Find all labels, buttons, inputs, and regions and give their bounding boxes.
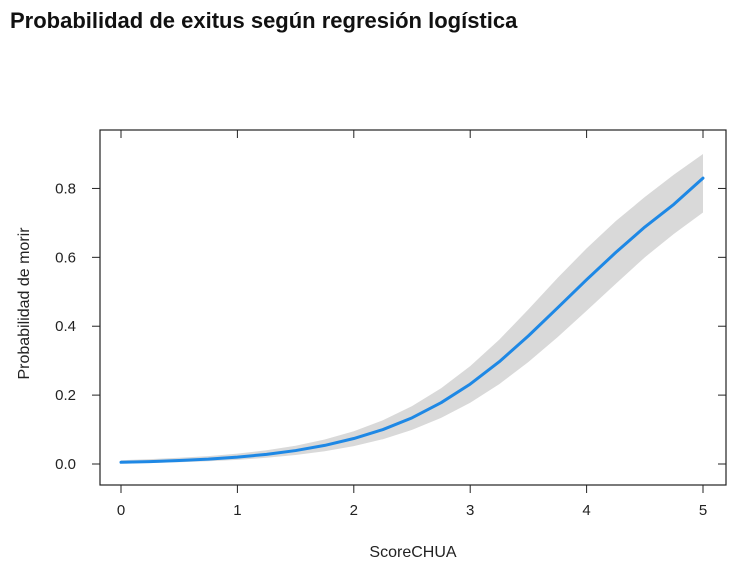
confidence-band-layer (121, 154, 703, 464)
y-tick-label: 0.0 (55, 456, 76, 473)
line-layer (119, 176, 705, 464)
series-line (119, 176, 705, 464)
x-tick-label: 0 (117, 502, 125, 519)
x-tick-label: 1 (233, 502, 241, 519)
y-tick-label: 0.6 (55, 249, 76, 266)
y-axis-label: Probabilidad de morir (16, 227, 33, 380)
plot-frame (99, 129, 727, 486)
y-tick-label: 0.2 (55, 387, 76, 404)
x-tick-label: 5 (699, 502, 707, 519)
confidence-band (121, 154, 703, 464)
x-tick-label: 2 (350, 502, 358, 519)
x-tick-label: 3 (466, 502, 474, 519)
y-tick-label: 0.8 (55, 180, 76, 197)
x-axis-label: ScoreCHUA (369, 544, 456, 561)
axes-layer: 0 1 2 3 4 5 0.0 0.2 0.4 0.6 0.8 (55, 130, 726, 519)
x-tick-label: 4 (582, 502, 590, 519)
y-tick-label: 0.4 (55, 318, 76, 335)
page-title: Probabilidad de exitus según regresión l… (10, 8, 518, 33)
